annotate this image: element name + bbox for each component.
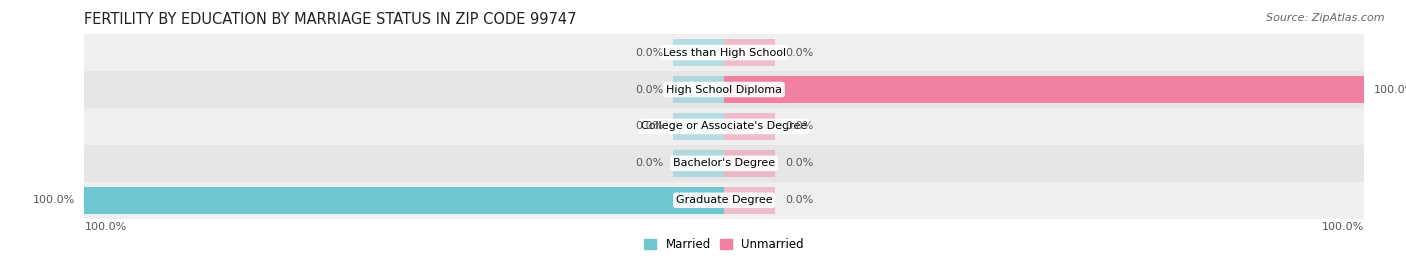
Bar xyxy=(724,150,775,177)
Text: FERTILITY BY EDUCATION BY MARRIAGE STATUS IN ZIP CODE 99747: FERTILITY BY EDUCATION BY MARRIAGE STATU… xyxy=(84,12,576,27)
Text: 100.0%: 100.0% xyxy=(32,195,75,205)
Bar xyxy=(84,145,1364,182)
Bar xyxy=(673,150,724,177)
Text: College or Associate's Degree: College or Associate's Degree xyxy=(641,121,807,132)
Text: Graduate Degree: Graduate Degree xyxy=(676,195,772,205)
Bar xyxy=(673,76,724,103)
Text: 0.0%: 0.0% xyxy=(785,121,813,132)
Text: Source: ZipAtlas.com: Source: ZipAtlas.com xyxy=(1267,13,1385,23)
Bar xyxy=(724,39,775,66)
Text: 0.0%: 0.0% xyxy=(636,48,664,58)
Text: 100.0%: 100.0% xyxy=(1374,84,1406,94)
Bar xyxy=(673,39,724,66)
Text: Bachelor's Degree: Bachelor's Degree xyxy=(673,158,775,168)
Bar xyxy=(84,187,724,214)
Text: 0.0%: 0.0% xyxy=(636,121,664,132)
Text: 0.0%: 0.0% xyxy=(785,48,813,58)
Bar xyxy=(724,187,775,214)
Text: 0.0%: 0.0% xyxy=(636,84,664,94)
Bar xyxy=(724,113,775,140)
Text: 100.0%: 100.0% xyxy=(1322,222,1364,232)
Text: 0.0%: 0.0% xyxy=(785,158,813,168)
Bar xyxy=(84,182,1364,219)
Text: 0.0%: 0.0% xyxy=(785,195,813,205)
Text: Less than High School: Less than High School xyxy=(662,48,786,58)
Legend: Married, Unmarried: Married, Unmarried xyxy=(640,234,808,256)
Bar xyxy=(84,71,1364,108)
Text: High School Diploma: High School Diploma xyxy=(666,84,782,94)
Bar xyxy=(84,34,1364,71)
Text: 100.0%: 100.0% xyxy=(84,222,127,232)
Bar xyxy=(673,113,724,140)
Text: 0.0%: 0.0% xyxy=(636,158,664,168)
Bar xyxy=(84,108,1364,145)
Bar xyxy=(724,76,1364,103)
